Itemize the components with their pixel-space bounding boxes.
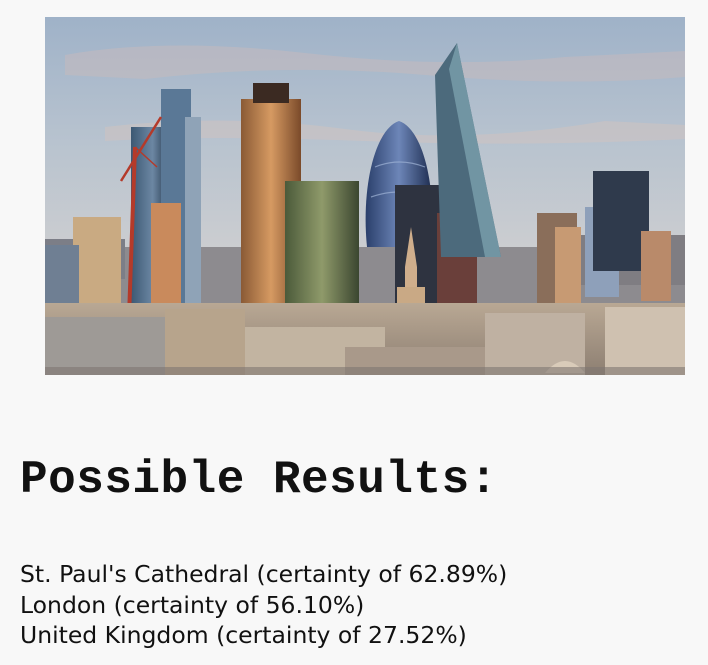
result-item: St. Paul's Cathedral (certainty of 62.89… (20, 560, 508, 588)
result-item: London (certainty of 56.10%) (20, 590, 365, 619)
result-item: United Kingdom (certainty of 27.52%) (20, 621, 467, 649)
city-skyline-photo (45, 17, 685, 375)
city-skyline-illustration (45, 17, 685, 375)
results-list: St. Paul's Cathedral (certainty of 62.89… (20, 559, 507, 651)
page-title: Possible Results: (20, 454, 498, 506)
